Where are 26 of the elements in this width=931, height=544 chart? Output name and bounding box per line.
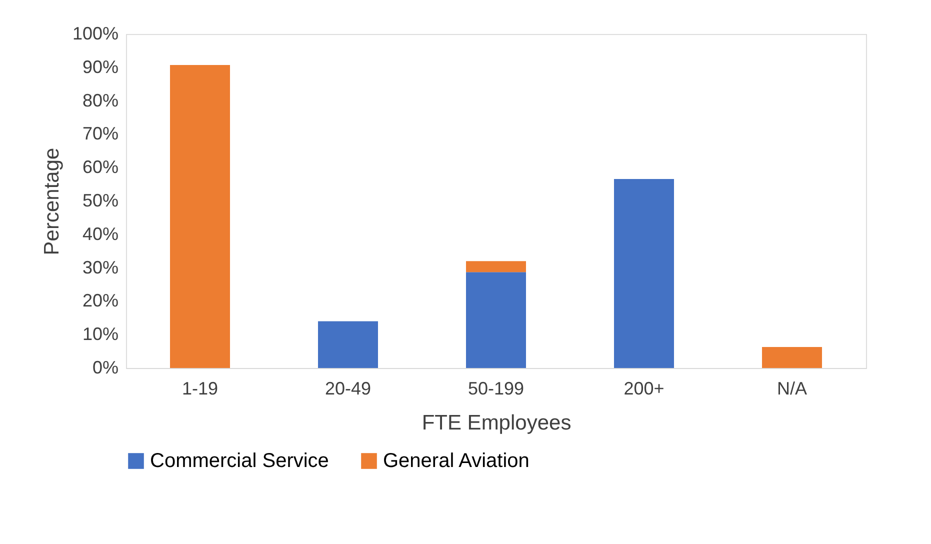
y-tick-label: 60%	[82, 157, 118, 178]
y-axis-title: Percentage	[40, 148, 64, 256]
bar	[318, 321, 378, 368]
y-tick-label: 0%	[92, 358, 118, 378]
bar	[466, 272, 526, 368]
bar	[762, 346, 822, 368]
y-tick-label: 30%	[82, 257, 118, 278]
y-tick-label: 10%	[82, 324, 118, 344]
bar	[614, 178, 674, 368]
y-tick-label: 40%	[82, 224, 118, 244]
x-tick-label: N/A	[776, 378, 808, 398]
y-tick-label: 100%	[72, 24, 118, 44]
legend-label: General Aviation	[383, 450, 530, 472]
x-tick-label: 50-199	[468, 378, 524, 398]
bar	[466, 261, 526, 272]
x-tick-label: 200+	[624, 378, 664, 398]
x-tick-label: 1-19	[182, 378, 218, 398]
y-tick-label: 80%	[82, 90, 118, 110]
bar	[170, 65, 230, 368]
y-tick-label: 50%	[82, 190, 118, 210]
legend-label: Commercial Service	[150, 450, 329, 472]
y-tick-label: 90%	[82, 56, 118, 77]
y-tick-label: 20%	[82, 290, 118, 311]
x-axis-title: FTE Employees	[422, 412, 572, 434]
y-tick-label: 70%	[82, 124, 118, 144]
x-tick-label: 20-49	[324, 378, 372, 398]
